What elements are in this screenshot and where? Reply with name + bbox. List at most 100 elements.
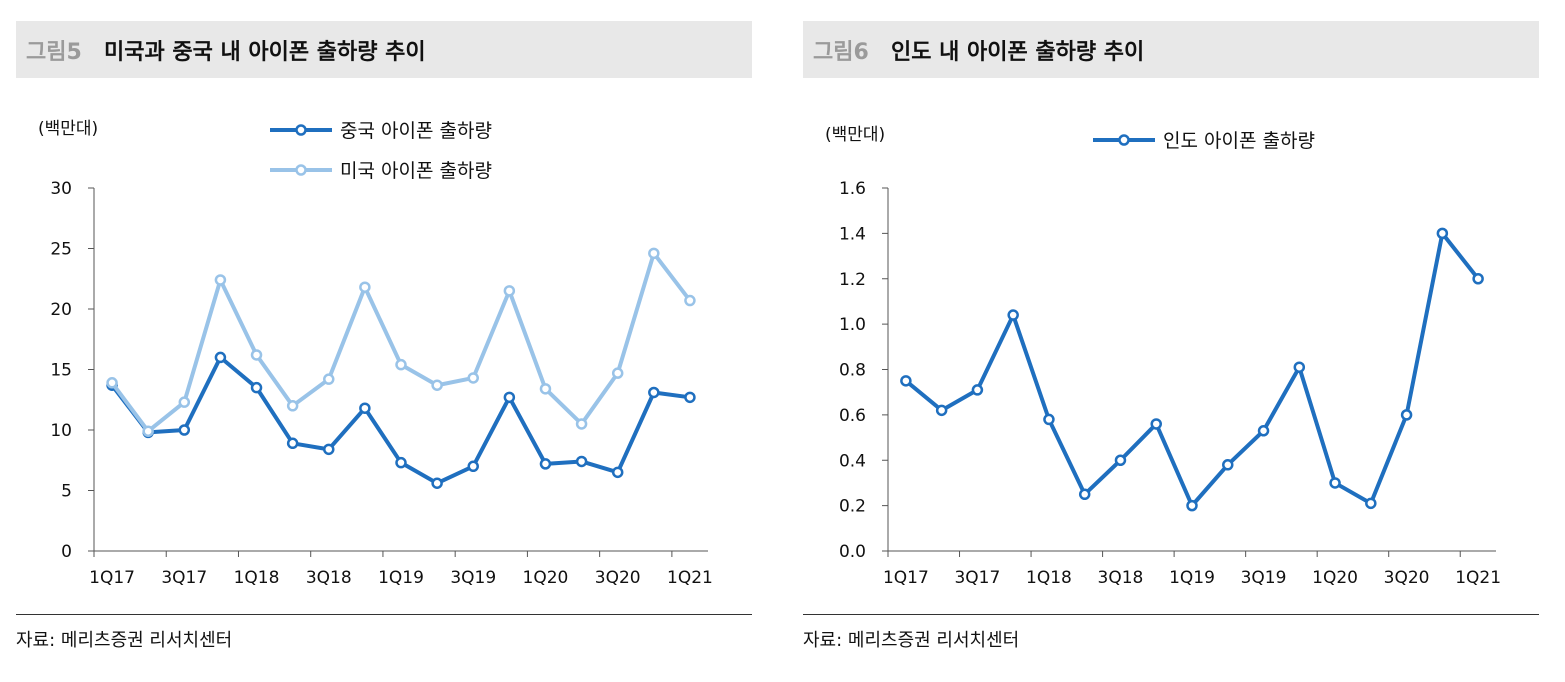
y-tick-label: 0.4 [839,451,866,471]
figure-title-bar: 그림6 인도 내 아이폰 출하량 추이 [803,21,1539,78]
y-tick-label: 0.8 [839,361,866,381]
y-tick-label: 25 [50,240,72,260]
legend-swatch-marker [295,164,307,176]
y-tick-label: 10 [50,421,72,441]
x-tick-label: 1Q19 [378,568,424,588]
y-tick-label: 20 [50,300,72,320]
data-point [178,396,191,408]
data-point [575,418,588,430]
data-point [467,460,479,473]
data-point [286,437,299,450]
data-point [503,391,516,404]
data-point [323,443,335,456]
x-tick-label: 3Q20 [1384,568,1430,588]
data-point [971,384,984,396]
data-point [250,381,263,394]
data-point [395,358,407,371]
y-tick-label: 5 [61,482,72,502]
x-tick-label: 1Q17 [883,568,929,588]
data-point [611,367,624,379]
data-point [575,455,588,468]
source-divider [803,614,1539,615]
y-tick-label: 0 [61,542,72,562]
x-tick-label: 3Q19 [1241,568,1287,588]
y-tick-label: 0.0 [839,542,866,562]
legend-swatch-marker [295,124,307,136]
data-point [178,424,191,436]
figure-title: 미국과 중국 내 아이폰 출하량 추이 [104,40,426,65]
x-tick-label: 1Q19 [1169,568,1215,588]
data-point [250,349,263,361]
x-tick-label: 3Q18 [306,568,352,588]
x-tick-label: 3Q20 [595,568,641,588]
x-tick-label: 1Q18 [234,568,280,588]
data-point [648,247,660,260]
data-point [1007,309,1019,321]
source-divider [16,614,752,615]
x-tick-label: 1Q20 [1312,568,1358,588]
data-point [1400,409,1413,421]
data-point [900,375,912,387]
data-point [1436,227,1449,240]
x-tick-label: 1Q20 [523,568,569,588]
line-chart-india: (백만대) 0.0 0.2 0.4 0.6 0.8 1.0 1.2 1.4 1.6 1Q17 3Q17… [825,125,1501,588]
data-point [1114,454,1127,466]
legend-swatch-marker [1118,134,1130,146]
data-point [359,402,371,414]
figure-number: 그림5 [26,40,82,65]
data-point [1222,459,1234,471]
data-point [684,294,696,307]
line-chart-us-china: (백만대) 0 5 10 15 20 25 30 1Q17 3Q17 1Q18 3Q18 1Q19 3Q1… [38,119,713,588]
y-tick-label: 30 [50,179,72,199]
legend-label: 중국 아이폰 출하량 [340,120,492,142]
source-note: 자료: 메리츠증권 리서치센터 [16,630,233,651]
x-tick-label: 1Q21 [1455,568,1501,588]
data-point [359,281,371,293]
y-tick-label: 1.0 [839,315,866,335]
legend-label: 인도 아이폰 출하량 [1163,130,1315,152]
data-point [1257,425,1270,437]
data-point [1043,413,1055,426]
x-tick-label: 1Q17 [89,568,135,588]
chart-panel-us-china: 그림5 미국과 중국 내 아이폰 출하량 추이 (백만대) 0 5 10 15 20 25 3… [16,0,752,682]
data-point [214,351,227,364]
y-axis-unit-label: (백만대) [825,125,885,145]
y-tick-label: 0.6 [839,406,866,426]
x-tick-label: 1Q18 [1026,568,1072,588]
data-point [323,373,335,385]
data-point [214,274,227,286]
data-point [1078,488,1091,501]
y-tick-label: 1.2 [839,270,866,290]
y-tick-label: 1.6 [839,179,866,199]
data-point [539,383,552,395]
data-point [431,379,443,391]
source-note: 자료: 메리츠증권 리서치센터 [803,630,1020,651]
data-point [1329,477,1341,489]
data-point [1365,497,1377,510]
data-point [1472,273,1484,285]
x-tick-label: 1Q21 [667,568,713,588]
figure-title: 인도 내 아이폰 출하량 추이 [891,40,1145,65]
x-tick-label: 3Q18 [1098,568,1144,588]
data-point [431,477,443,489]
data-point [286,400,299,412]
chart-panel-india: 그림6 인도 내 아이폰 출하량 추이 (백만대) 0.0 0.2 0.4 0.6 0.8… [803,0,1539,682]
data-point [935,404,948,417]
y-tick-label: 0.2 [839,497,866,517]
y-tick-label: 1.4 [839,224,866,244]
data-point [684,391,696,404]
y-axis-unit-label: (백만대) [38,119,98,139]
x-tick-label: 3Q17 [161,568,207,588]
data-point [503,285,516,297]
x-tick-label: 3Q19 [450,568,496,588]
data-point [395,456,407,469]
figure-number: 그림6 [813,40,869,65]
data-point [648,386,660,399]
series-line-0 [904,231,1480,508]
data-point [1150,418,1162,430]
x-tick-label: 3Q17 [954,568,1000,588]
data-point [106,377,118,389]
data-point [467,372,479,384]
figure-title-bar: 그림5 미국과 중국 내 아이폰 출하량 추이 [16,21,752,78]
data-point [1186,499,1198,512]
